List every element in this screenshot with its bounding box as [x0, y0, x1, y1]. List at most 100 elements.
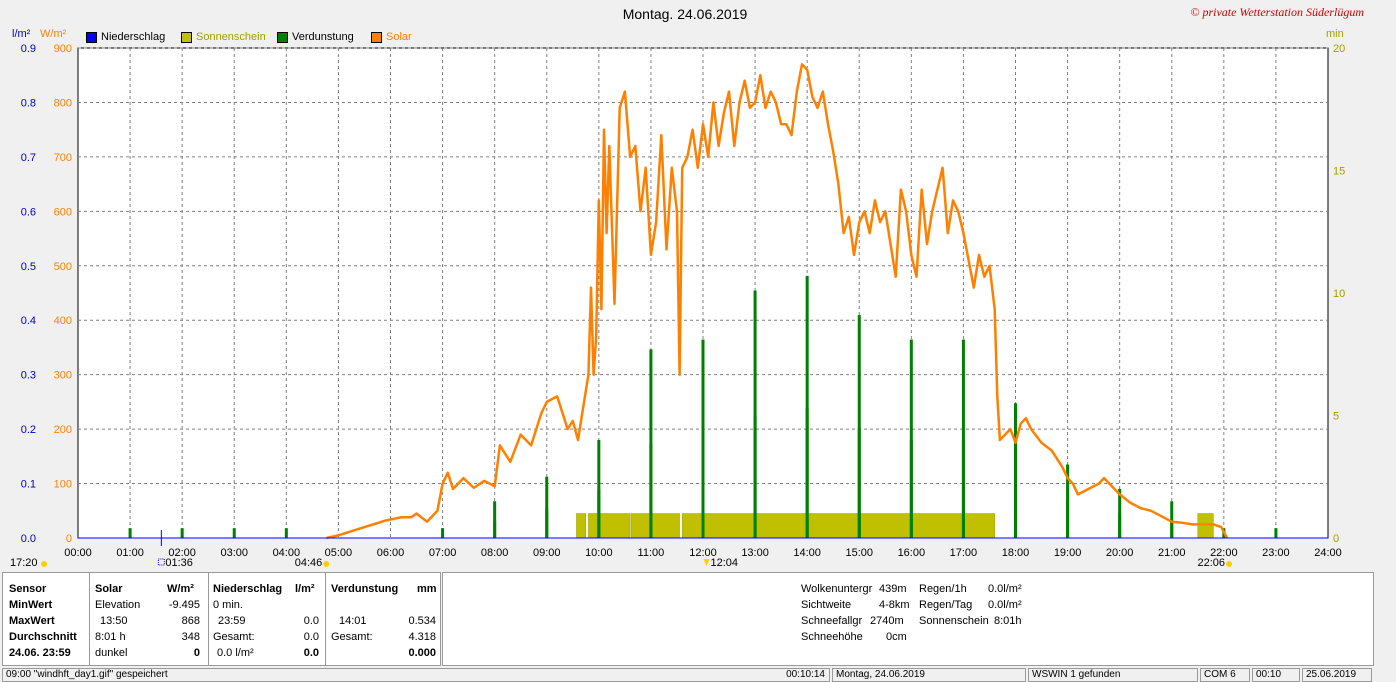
evaporation-bar	[805, 275, 809, 538]
x-tick-label: 16:00	[898, 547, 926, 559]
y-left-rain-tick-label: 0.6	[21, 206, 36, 218]
y-left-rain-tick-label: 0.9	[21, 43, 36, 55]
min-time-label: 01:36	[165, 557, 193, 569]
rain-r3a: Gesamt:	[213, 631, 255, 643]
minwert-label: MinWert	[9, 599, 53, 611]
rain-r3b: 0.0	[303, 631, 319, 643]
y-left-solar-tick-label: 500	[54, 261, 72, 273]
y-left-solar-tick-label: 800	[54, 97, 72, 109]
extra1-k1: Sichtweite	[801, 599, 852, 611]
evaporation-bar	[753, 290, 757, 538]
evaporation-bar	[597, 489, 601, 538]
solar-r3a: 8:01 h	[95, 631, 126, 643]
evap-r2b: 0.534	[408, 615, 436, 627]
legend-solar: Solar	[371, 31, 412, 43]
evaporation-bar	[753, 415, 757, 538]
y-left-solar-tick-label: 0	[66, 533, 72, 545]
extra2-v1: 0.0l/m²	[988, 599, 1022, 611]
y-left-rain-tick-label: 0.5	[21, 261, 36, 273]
rain-r4a: 0.0 l/m²	[217, 647, 254, 659]
x-tick-label: 20:00	[1106, 547, 1134, 559]
rain-unit: l/m²	[295, 583, 315, 595]
y-left-rain-tick-label: 0.0	[21, 533, 36, 545]
x-tick-label: 02:00	[168, 547, 196, 559]
evap-r3a: Gesamt:	[331, 631, 373, 643]
y-left-solar-tick-label: 900	[54, 43, 72, 55]
durchschnitt-label: Durchschnitt	[9, 631, 77, 643]
legend-label: Niederschlag	[101, 31, 166, 43]
legend-label: Sonnenschein	[196, 31, 266, 43]
date-label: 24.06. 23:59	[9, 647, 71, 659]
legend-swatch	[371, 31, 382, 43]
evap-header: Verdunstung	[331, 583, 399, 595]
solar-r2a: 13:50	[100, 615, 128, 627]
sunrise-marker	[323, 561, 330, 567]
extra1-v2: 2740m	[870, 615, 904, 627]
maxwert-label: MaxWert	[9, 615, 55, 627]
stats-table: Sensor MinWert MaxWert Durchschnitt 24.0…	[2, 572, 441, 666]
sun-left-marker	[41, 561, 47, 567]
x-tick-label: 04:00	[273, 547, 301, 559]
x-tick-label: 01:00	[116, 547, 144, 559]
evap-unit: mm	[417, 583, 437, 595]
evaporation-bar	[857, 427, 861, 538]
legend-swatch	[277, 31, 288, 43]
y-left-rain-tick-label: 0.1	[21, 479, 36, 491]
sunset-label: 22:06	[1198, 557, 1226, 569]
y-left-solar-tick-label: 100	[54, 479, 72, 491]
evaporation-bar	[180, 528, 184, 538]
x-tick-label: 21:00	[1158, 547, 1186, 559]
solar-r4b: 0	[193, 647, 200, 659]
sunshine-block	[576, 513, 587, 539]
x-tick-label: 15:00	[845, 547, 873, 559]
min-time-marker	[157, 558, 165, 566]
evaporation-bar	[545, 476, 549, 538]
sunshine-block	[1197, 513, 1214, 539]
solar-r1b: -9.495	[168, 599, 200, 611]
extra-panel: Wolkenuntergr 439m Sichtweite 4-8km Schn…	[442, 572, 1374, 666]
evaporation-bar	[284, 528, 288, 538]
extra2-v2: 8:01h	[994, 615, 1022, 627]
evap-r3b: 4.318	[408, 631, 436, 643]
extra2-k2: Sonnenschein	[919, 615, 989, 627]
status-com: COM 6	[1200, 668, 1250, 682]
evaporation-bar	[1118, 513, 1122, 538]
evaporation-bar	[701, 440, 705, 538]
x-tick-label: 06:00	[377, 547, 405, 559]
chart-title: Montag. 24.06.2019	[622, 6, 748, 22]
rain-r2a: 23:59	[218, 615, 246, 627]
extra2-k0: Regen/1h	[919, 583, 967, 595]
y-right-tick-label: 10	[1333, 288, 1345, 300]
evaporation-bar	[857, 315, 861, 538]
x-tick-label: 10:00	[585, 547, 613, 559]
max-time-marker	[703, 559, 710, 566]
sunshine-block	[681, 513, 995, 539]
evaporation-bar	[1170, 520, 1174, 538]
evaporation-bar	[909, 440, 913, 538]
evaporation-bar	[441, 528, 445, 538]
x-tick-label: 12:00	[689, 547, 717, 559]
sunset-marker	[1226, 561, 1233, 567]
y-right-tick-label: 5	[1333, 411, 1339, 423]
x-tick-label: 23:00	[1262, 547, 1290, 559]
legend-sonnenschein: Sonnenschein	[181, 31, 266, 43]
y-left-rain-tick-label: 0.7	[21, 152, 36, 164]
rain-r1a: 0 min.	[213, 599, 243, 611]
solar-r4a: dunkel	[95, 647, 128, 659]
y-left-solar-tick-label: 400	[54, 315, 72, 327]
evaporation-bar	[805, 408, 809, 538]
y-right-tick-label: 20	[1333, 43, 1345, 55]
status-clock: 00:10	[1252, 668, 1300, 682]
x-tick-label: 22:00	[1210, 547, 1238, 559]
status-message: 09:00 "windhft_day1.gif" gespeichert 00:1…	[2, 668, 830, 682]
status-time: 00:10:14	[786, 669, 825, 680]
legend-verdunstung: Verdunstung	[277, 31, 354, 43]
evaporation-bar	[1014, 403, 1017, 538]
x-tick-label: 14:00	[793, 547, 821, 559]
y-left-rain-tick-label: 0.8	[21, 97, 36, 109]
legend-swatch	[86, 31, 97, 43]
evaporation-bar	[1014, 471, 1017, 538]
extra1-v1: 4-8km	[879, 599, 910, 611]
extra1-k2: Schneefallgr	[801, 615, 863, 627]
solar-r3b: 348	[181, 631, 200, 643]
